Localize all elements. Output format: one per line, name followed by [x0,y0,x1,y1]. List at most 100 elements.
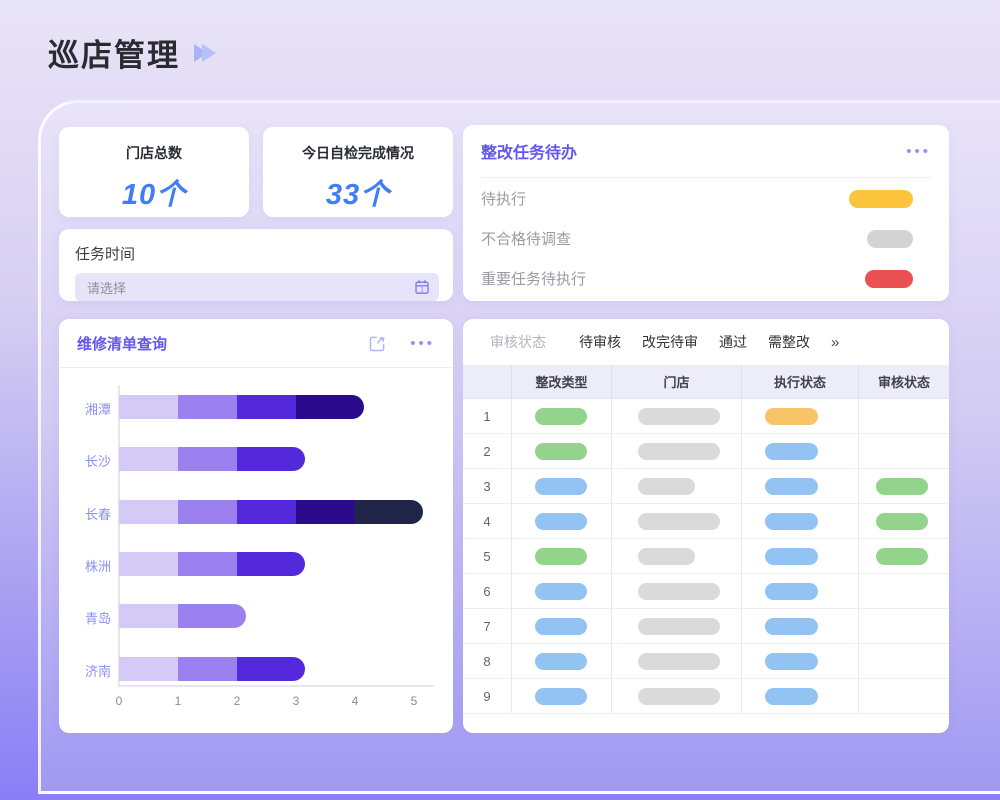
chart-card-title: 维修清单查询 [77,335,168,353]
stacked-bar [119,395,364,419]
cell-rectification-type [512,679,612,713]
category-label: 长沙 [84,454,111,470]
category-label: 株洲 [84,558,111,574]
row-number: 1 [463,399,512,433]
category-label: 湘潭 [84,402,111,417]
status-pill [865,269,913,288]
review-tab[interactable]: 改完待审 [642,334,698,350]
cell-exec-status [742,434,859,468]
todo-list: 待执行 不合格待调查 重要任务待执行 [481,179,931,298]
column-header: 整改类型 [512,365,612,398]
table-row[interactable]: 8 [463,644,949,679]
status-pill [535,407,587,425]
x-tick-label: 5 [410,694,418,708]
review-tab[interactable]: 待审核 [579,334,621,350]
cell-exec-status [742,644,859,678]
table-row[interactable]: 3 [463,469,949,504]
table-row[interactable]: 1 [463,399,949,434]
category-label: 青岛 [84,611,111,627]
svg-text:1: 1 [420,287,424,294]
status-pill [765,687,818,705]
x-tick-label: 1 [174,694,182,708]
bar-segment [119,551,178,576]
table-row[interactable]: 6 [463,574,949,609]
bar-segment [178,447,237,472]
status-pill [535,652,587,670]
review-filter-label: 审核状态 [490,334,546,350]
bar-segment [178,656,237,681]
status-pill [535,512,587,530]
status-pill [765,547,818,565]
status-pill [876,547,928,565]
cell-review-status [859,434,949,468]
bar-segment [119,447,178,472]
todo-item-label: 重要任务待执行 [481,271,587,288]
column-header-index [463,365,512,398]
status-pill [535,442,587,460]
status-pill [638,547,695,565]
status-pill [638,477,695,495]
cell-review-status [859,539,949,573]
ellipsis-icon[interactable]: ••• [906,142,931,160]
cell-review-status [859,644,949,678]
cell-exec-status [742,679,859,713]
stat-card-self-check: 今日自检完成情况 33个 [263,127,453,217]
status-pill [867,229,913,248]
table-row[interactable]: 4 [463,504,949,539]
bar-segment [296,499,355,524]
status-pill [535,617,587,635]
cell-store [612,434,742,468]
table-row[interactable]: 7 [463,609,949,644]
cell-rectification-type [512,644,612,678]
row-number: 7 [463,609,512,643]
cell-store [612,644,742,678]
bar-segment [237,551,305,576]
cell-review-status [859,504,949,538]
cell-rectification-type [512,539,612,573]
main-panel: 门店总数 10个 今日自检完成情况 33个 任务时间 请选择 1 整改任务待办 [38,100,1000,794]
chart-card-header: 维修清单查询 ••• [59,319,453,368]
cell-store [612,539,742,573]
todo-item-label: 待执行 [481,191,527,208]
bar-segment [178,499,237,524]
cell-rectification-type [512,399,612,433]
status-pill [638,617,720,635]
more-tabs-icon[interactable]: » [831,333,840,351]
double-play-icon [194,43,216,62]
cell-rectification-type [512,504,612,538]
status-pill [765,477,818,495]
cell-exec-status [742,574,859,608]
status-pill [535,547,587,565]
cell-rectification-type [512,434,612,468]
stat-value: 33个 [325,179,391,211]
status-pill [765,512,818,530]
status-pill [765,652,818,670]
bar-row: 济南 [59,656,447,681]
bar-segment [237,499,296,524]
cell-store [612,399,742,433]
bar-segment [119,656,178,681]
row-number: 3 [463,469,512,503]
review-tab[interactable]: 需整改 [768,334,810,350]
cell-store [612,574,742,608]
cell-exec-status [742,609,859,643]
row-number: 8 [463,644,512,678]
bar-segment [296,395,364,419]
column-header: 执行状态 [742,365,859,398]
bar-row: 长春 [59,499,447,524]
ellipsis-icon[interactable]: ••• [410,334,435,352]
table-row[interactable]: 5 [463,539,949,574]
x-tick-label: 2 [233,694,241,708]
cell-store [612,679,742,713]
share-icon[interactable] [367,333,388,354]
table-row[interactable]: 9 [463,679,949,714]
bar-row: 湘潭 [59,395,447,419]
review-tab[interactable]: 通过 [719,334,747,350]
cell-review-status [859,469,949,503]
review-tabs: 待审核 改完待审 通过 需整改 [579,332,810,352]
date-picker-input[interactable]: 请选择 1 [75,273,439,301]
table-row[interactable]: 2 [463,434,949,469]
status-pill [765,442,818,460]
